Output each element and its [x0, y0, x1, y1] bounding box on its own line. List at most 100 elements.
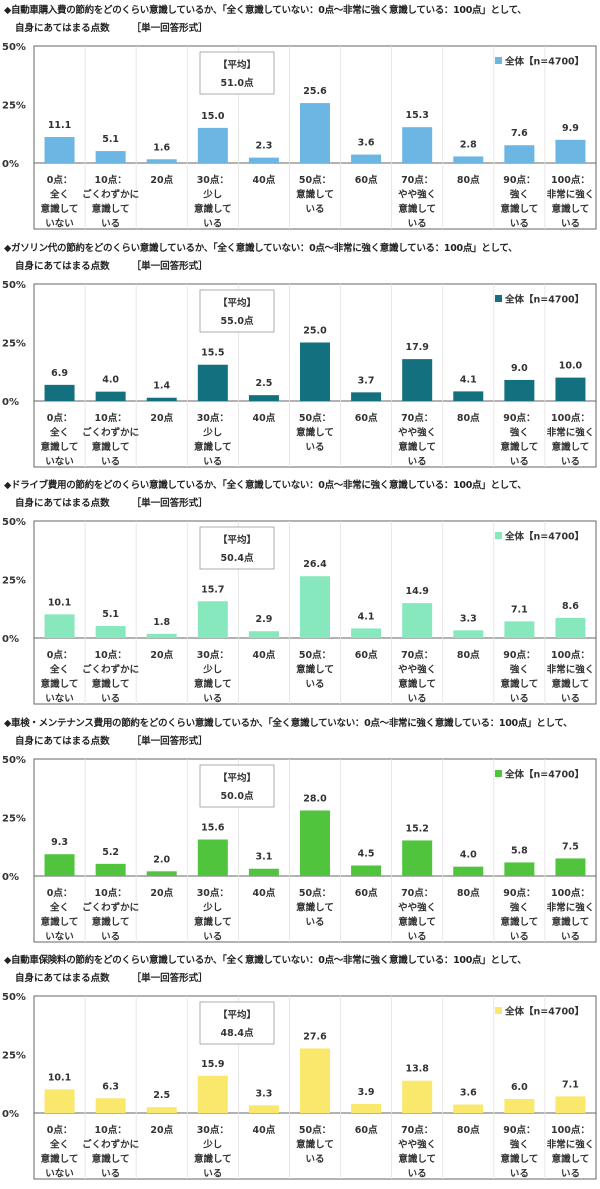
y-tick-label: 50%: [2, 42, 26, 53]
bar: [504, 1098, 535, 1113]
x-tick-label: 70点：やや強く意識している: [398, 887, 436, 943]
average-box: [199, 51, 275, 95]
bar: [197, 364, 228, 401]
chart-block: ◆自動車保険料の節約をどのくらい意識しているか、「全く意識していない：0点〜非常…: [0, 950, 600, 1188]
x-tick-label: 50点：意識している: [296, 174, 334, 215]
bar: [44, 853, 75, 876]
bar-chart: 0% 25% 50% 10.1 0点：全く意識していない 6.3 10点：ごくわずかに意識し…: [2, 992, 597, 1180]
legend-swatch: [495, 1007, 502, 1014]
data-label: 3.1: [255, 851, 272, 862]
data-label: 3.6: [460, 1088, 477, 1099]
x-tick-label: 10点：ごくわずかに意識している: [82, 649, 139, 705]
bar: [300, 1048, 330, 1113]
chart-subtitle: 自身にあてはまる点数: [15, 260, 110, 272]
x-tick-label: 20点: [150, 887, 173, 899]
bar-chart: 0% 25% 50% 11.1 0点：全く意識していない 5.1 10点：ごくわずかに意識し…: [2, 42, 597, 230]
x-tick-label: 80点: [457, 1124, 480, 1136]
x-tick-label: 90点：強く意識している: [501, 174, 539, 230]
y-tick-label: 0%: [2, 872, 19, 883]
data-label: 3.9: [358, 1087, 375, 1098]
x-tick-label: 10点：ごくわずかに意識している: [82, 887, 139, 943]
bar: [44, 614, 75, 638]
x-tick-label: 30点：少し意識している: [194, 887, 232, 943]
legend-label: 全体【n=4700】: [504, 531, 584, 543]
average-value: 50.0点: [221, 790, 254, 802]
data-label: 4.0: [460, 849, 477, 860]
y-tick-label: 25%: [2, 813, 26, 824]
bar: [197, 1075, 228, 1113]
answer-format: ［単一回答形式］: [131, 23, 208, 34]
x-tick-label: 50点：意識している: [296, 1124, 334, 1165]
x-tick-label: 40点: [253, 174, 276, 186]
bar: [300, 342, 330, 401]
bar: [351, 864, 382, 876]
data-label: 10.1: [48, 1072, 71, 1083]
legend-swatch: [495, 532, 502, 539]
chart-block: ◆ドライブ費用の節約をどのくらい意識しているか、「全く意識していない：0点〜非常…: [0, 475, 600, 713]
bar: [402, 1080, 433, 1113]
bar: [453, 1104, 484, 1113]
plot-frame: [33, 45, 597, 230]
x-tick-label: 100点：非常に強く意識している: [547, 649, 595, 705]
data-label: 17.9: [405, 342, 428, 353]
plot-frame: [33, 995, 597, 1180]
data-label: 7.1: [562, 1079, 579, 1090]
average-box: [199, 526, 275, 570]
x-tick-label: 20点: [150, 174, 173, 186]
bar: [197, 127, 228, 163]
data-label: 28.0: [303, 793, 327, 804]
chart-title: ◆ドライブ費用の節約をどのくらい意識しているか、「全く意識していない：0点〜非常…: [4, 480, 527, 491]
bar-chart: 0% 25% 50% 10.1 0点：全く意識していない 5.1 10点：ごくわずかに意識し…: [2, 517, 597, 705]
x-tick-label: 80点: [457, 174, 480, 186]
chart-subtitle-row: 自身にあてはまる点数 ［単一回答形式］: [15, 970, 208, 984]
data-label: 4.0: [102, 374, 119, 385]
data-label: 5.8: [511, 845, 528, 856]
plot-frame: [33, 758, 597, 942]
data-label: 11.1: [48, 120, 71, 131]
bar: [402, 127, 433, 163]
bar: [504, 861, 535, 876]
x-tick-label: 0点：全く意識していない: [41, 174, 79, 230]
bar: [95, 151, 126, 163]
bar: [197, 601, 228, 638]
data-label: 13.8: [405, 1064, 429, 1075]
bar: [453, 390, 484, 401]
bar: [248, 1105, 279, 1113]
answer-format: ［単一回答形式］: [131, 498, 208, 509]
average-value: 50.4点: [221, 552, 254, 564]
x-tick-label: 100点：非常に強く意識している: [547, 174, 595, 230]
x-tick-label: 30点：少し意識している: [194, 174, 232, 230]
legend-label: 全体【n=4700】: [504, 293, 584, 305]
data-label: 27.6: [303, 1031, 327, 1042]
legend-label: 全体【n=4700】: [504, 56, 584, 68]
x-tick-label: 10点：ごくわずかに意識している: [82, 174, 139, 230]
bar: [504, 621, 535, 638]
chart-title: ◆ガソリン代の節約をどのくらい意識しているか、「全く意識していない：0点〜非常に…: [4, 242, 518, 254]
x-tick-label: 0点：全く意識していない: [41, 1124, 79, 1180]
y-tick-label: 25%: [2, 1051, 26, 1062]
data-label: 15.9: [201, 1059, 224, 1070]
data-label: 15.6: [201, 822, 225, 833]
data-label: 6.9: [51, 367, 68, 378]
x-tick-label: 80点: [457, 649, 480, 661]
x-tick-label: 70点：やや強く意識している: [398, 649, 436, 705]
bar: [504, 145, 535, 163]
data-label: 4.5: [358, 848, 375, 859]
legend-label: 全体【n=4700】: [504, 768, 584, 780]
chart-title: ◆自動車購入費の節約をどのくらい意識しているか、「全く意識していない：0点〜非常…: [4, 5, 527, 16]
x-tick-label: 80点: [457, 412, 480, 424]
data-label: 26.4: [303, 559, 327, 570]
answer-format: ［単一回答形式］: [131, 735, 208, 747]
average-label: 【平均】: [218, 59, 256, 71]
bar: [555, 857, 586, 876]
data-label: 3.7: [358, 375, 375, 386]
data-label: 9.3: [51, 837, 68, 848]
chart-subtitle-row: 自身にあてはまる点数 ［単一回答形式］: [15, 733, 208, 747]
average-value: 51.0点: [221, 77, 254, 89]
chart-subtitle: 自身にあてはまる点数: [15, 973, 110, 984]
x-tick-label: 50点：意識している: [296, 887, 334, 928]
x-tick-label: 90点：強く意識している: [501, 1124, 539, 1180]
average-box: [199, 289, 275, 332]
bar: [453, 630, 484, 638]
data-label: 9.0: [511, 362, 528, 373]
